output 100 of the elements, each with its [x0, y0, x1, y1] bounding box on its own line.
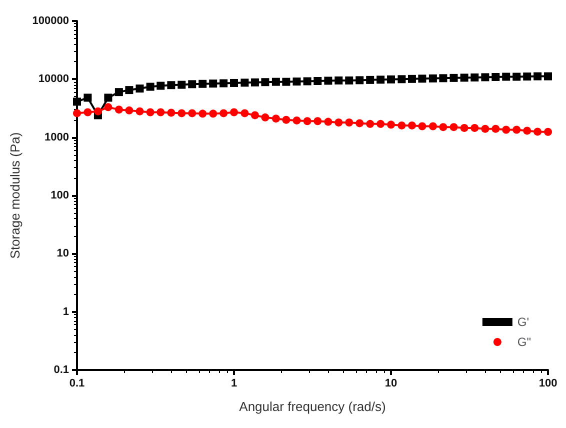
point [156, 108, 165, 116]
point [492, 72, 500, 81]
point [534, 72, 542, 80]
x-tick-label: 0.1 [69, 378, 85, 390]
point [125, 106, 134, 114]
point [146, 108, 154, 116]
point [188, 80, 196, 88]
point [523, 72, 532, 81]
point [314, 117, 322, 126]
point [408, 74, 416, 83]
point [408, 121, 416, 130]
point [428, 74, 437, 82]
point [470, 73, 479, 82]
point [502, 72, 510, 81]
point [209, 110, 218, 118]
point [272, 114, 280, 123]
point [156, 82, 165, 90]
point [481, 124, 490, 133]
point [345, 76, 354, 84]
y-tick-label: 1000 [44, 131, 69, 144]
point [439, 123, 448, 132]
point [220, 109, 228, 118]
point [523, 126, 532, 135]
point [136, 84, 144, 93]
point [460, 74, 468, 82]
y-tick-label: 10000 [38, 73, 69, 86]
point [460, 124, 468, 132]
point [146, 82, 154, 91]
x-tick-label: 10 [384, 378, 398, 390]
point [178, 80, 186, 89]
point [398, 121, 406, 130]
point [387, 120, 395, 129]
point [502, 126, 510, 134]
point [356, 76, 364, 84]
y-axis-title: Storage modulus (Pa) [7, 132, 22, 259]
point [104, 94, 112, 102]
y-tick-label: 100000 [32, 15, 69, 27]
point [334, 118, 343, 126]
point [136, 107, 144, 116]
y-tick-label: 1 [62, 306, 69, 318]
point [303, 77, 312, 86]
point [303, 117, 312, 126]
point [94, 107, 102, 116]
point [198, 80, 207, 88]
point [230, 78, 238, 87]
point [73, 109, 81, 118]
x-tick-label: 100 [538, 378, 558, 390]
legend-label: G' [517, 315, 530, 329]
point [334, 76, 343, 84]
point [84, 94, 92, 102]
point [292, 116, 301, 124]
point [418, 122, 426, 130]
point [282, 116, 290, 124]
point [73, 98, 81, 106]
point [167, 81, 176, 90]
point [544, 72, 552, 80]
legend-label: G" [517, 335, 531, 349]
point [209, 80, 218, 88]
y-tick-label: 100 [50, 190, 69, 202]
y-tick-label: 0.1 [54, 364, 69, 376]
point [356, 119, 364, 128]
point [366, 76, 374, 84]
point [272, 78, 280, 86]
point [534, 128, 542, 136]
point [84, 108, 92, 116]
point [439, 74, 448, 82]
point [512, 72, 521, 81]
point [376, 120, 385, 128]
point [250, 111, 259, 120]
point [114, 88, 123, 96]
point [512, 126, 521, 134]
point [314, 77, 322, 85]
point [470, 124, 479, 132]
point [324, 118, 332, 126]
point [250, 78, 259, 86]
point [324, 76, 332, 85]
point [387, 75, 395, 84]
point [481, 73, 490, 82]
point [428, 122, 437, 130]
point [450, 123, 458, 132]
point [261, 113, 270, 122]
y-tick-label: 10 [56, 248, 69, 260]
point [282, 78, 290, 86]
point [230, 108, 238, 116]
point [104, 103, 112, 112]
point [450, 74, 458, 82]
point [240, 78, 249, 87]
point [376, 76, 385, 84]
point [292, 78, 301, 86]
point [345, 118, 354, 126]
point [178, 109, 186, 118]
point [114, 106, 123, 114]
point [220, 79, 228, 88]
point [398, 75, 406, 84]
point [188, 109, 196, 118]
point [125, 86, 134, 94]
point [544, 128, 552, 136]
point [167, 108, 176, 117]
x-axis-title: Angular frequency (rad/s) [239, 399, 386, 414]
point [198, 110, 207, 118]
